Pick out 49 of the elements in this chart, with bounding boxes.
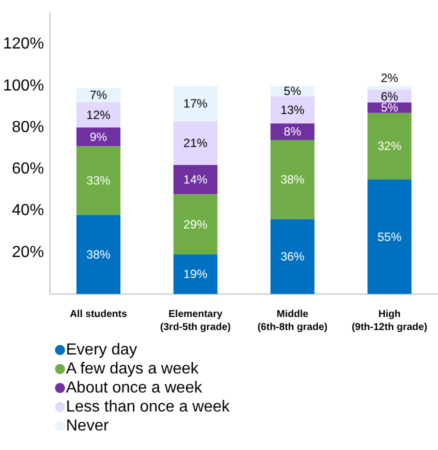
legend-label: Never (66, 418, 110, 434)
bar (270, 140, 314, 220)
y-tick-label: 120% (3, 36, 44, 53)
x-tick-label: Elementary (3rd-5th grade) (160, 309, 231, 333)
x-tick-label: Middle (6th-8th grade) (257, 309, 328, 333)
data-label: 12% (86, 108, 111, 122)
y-tick-label: 100% (3, 77, 44, 94)
bar (173, 254, 218, 294)
bar (173, 164, 218, 194)
data-label: 2% (380, 70, 398, 85)
bar (367, 112, 412, 180)
data-label: 38% (280, 172, 305, 187)
data-label: 33% (86, 174, 111, 188)
x-tick-label: High (9th-12th grade) (352, 309, 428, 333)
y-tick-label: 80% (12, 118, 44, 136)
y-tick-label: 40% (12, 202, 44, 220)
y-tick-label: 60% (12, 160, 44, 178)
data-label: 29% (183, 217, 208, 232)
bar (367, 180, 412, 294)
y-tick-label: 20% (12, 244, 44, 261)
data-label: 7% (90, 88, 108, 102)
bar (270, 219, 314, 294)
data-label: 5% (380, 100, 398, 115)
bar (173, 86, 218, 122)
data-label: 8% (284, 124, 302, 139)
data-label: 36% (280, 250, 305, 264)
bar (173, 194, 218, 254)
bar (367, 86, 412, 90)
bar (76, 102, 120, 128)
data-label: 38% (86, 247, 111, 262)
bar (270, 96, 314, 124)
data-label: 5% (284, 84, 302, 98)
data-label: 17% (183, 96, 208, 111)
legend-label: Every day (66, 342, 138, 358)
data-label: 6% (380, 89, 398, 104)
data-label: 14% (183, 172, 208, 187)
data-label: 19% (183, 267, 208, 282)
legend-label: A few days a week (66, 360, 200, 378)
legend-label: About once a week (66, 380, 204, 396)
bar (76, 214, 120, 294)
data-label: 13% (280, 102, 305, 117)
data-label: 55% (377, 230, 402, 244)
bar (76, 146, 120, 215)
data-label: 32% (377, 139, 402, 154)
bar (173, 121, 218, 165)
data-label: 21% (183, 136, 208, 150)
legend-label: Less than once a week (66, 398, 231, 416)
x-tick-label: All students (70, 309, 128, 320)
data-label: 9% (90, 130, 108, 144)
